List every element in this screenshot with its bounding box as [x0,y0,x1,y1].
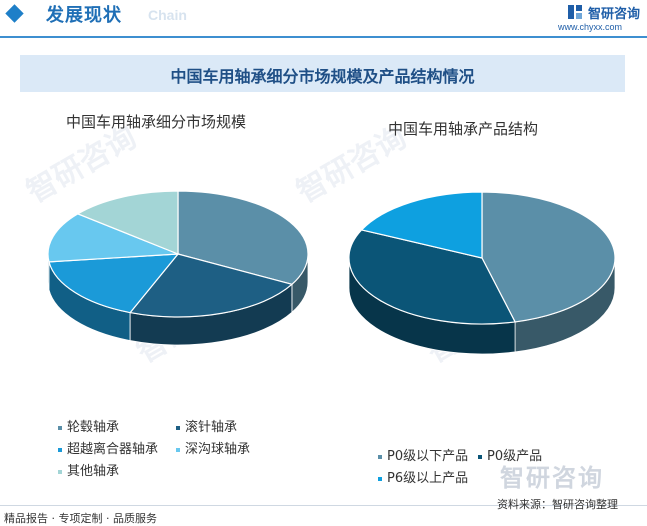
legend-label: 其他轴承 [67,464,120,479]
legend-swatch [58,447,62,452]
legend-label: P0级以下产品 [387,449,469,464]
legend-label: P6级以上产品 [387,471,469,486]
chart-title-right: 中国车用轴承产品结构 [388,120,539,138]
legend-swatch [176,447,180,452]
legend-item: P0级产品 [478,445,542,464]
pie-slice-其他轴承 [76,190,179,255]
legend-swatch [378,476,382,481]
legend-item: 超越离合器轴承 [58,438,158,457]
legend-item: P6级以上产品 [378,467,468,486]
footer-divider [0,505,647,506]
bottom-watermark: 智研咨询 [500,464,604,492]
legend-item: P0级以下产品 [378,445,468,464]
pie-slice-滚针轴承 [129,253,294,318]
legend-label: 深沟球轴承 [185,442,251,457]
legend-swatch [378,454,382,459]
section-subtitle: Chain [148,7,187,23]
section-title: 发展现状 [46,5,122,26]
legend-item: 其他轴承 [58,460,119,479]
legend-label: P0级产品 [487,449,543,464]
header-divider [0,36,647,38]
pie-slice-P6级以上产品 [360,191,483,259]
pie-slice-超越离合器轴承 [48,253,180,314]
footer-slogan: 精品报告 · 专项定制 · 品质服务 [4,512,157,525]
pie-chart-1 [348,191,616,355]
legend-item: 滚针轴承 [176,416,237,435]
page-title: 中国车用轴承细分市场规模及产品结构情况 [170,67,475,86]
legend-swatch [58,469,62,474]
brand-logo-icon [568,5,582,19]
title-bar: 中国车用轴承细分市场规模及产品结构情况 [20,55,625,92]
pie-slice-深沟球轴承 [47,213,179,263]
pie-slice-P0级以下产品 [481,191,616,323]
source-note: 资料来源：智研咨询整理 [497,498,618,511]
header: 发展现状 Chain 智研咨询 www.chyxx.com [0,0,647,38]
legend-swatch [176,425,180,430]
legend-label: 超越离合器轴承 [67,442,159,457]
legend-item: 轮毂轴承 [58,416,119,435]
pie-chart-0 [47,190,309,346]
pie-slice-轮毂轴承 [177,190,309,286]
brand-name: 智研咨询 [588,7,641,22]
legend-swatch [58,425,62,430]
chart-title-left: 中国车用轴承细分市场规模 [66,113,247,131]
legend-label: 滚针轴承 [185,420,238,435]
legend-swatch [478,454,482,459]
brand-url: www.chyxx.com [558,22,623,32]
legend-label: 轮毂轴承 [67,420,120,435]
pie-slice-P0级产品 [348,229,517,325]
legend-item: 深沟球轴承 [176,438,250,457]
